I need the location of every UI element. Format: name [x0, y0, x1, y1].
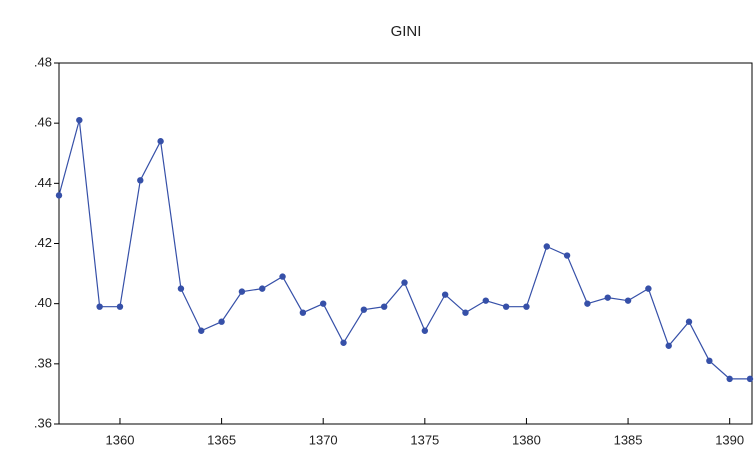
chart-title: GINI	[391, 23, 422, 40]
marker	[462, 309, 469, 316]
marker	[259, 285, 266, 292]
y-tick-label: .46	[34, 115, 52, 130]
x-tick-label: 1370	[309, 432, 338, 447]
marker	[746, 375, 754, 383]
y-tick-label: .42	[34, 235, 52, 250]
y-tick-label: .40	[34, 295, 52, 310]
marker	[157, 138, 164, 145]
marker	[685, 318, 693, 325]
marker	[137, 177, 144, 184]
x-tick-label: 1375	[410, 432, 439, 447]
marker	[279, 273, 286, 280]
x-tick-label: 1380	[512, 432, 541, 447]
marker	[421, 327, 429, 334]
marker	[441, 291, 449, 298]
marker	[96, 303, 103, 310]
line	[58, 120, 750, 380]
x-tick-label: 1385	[614, 432, 643, 447]
marker	[116, 303, 124, 310]
marker	[218, 318, 225, 325]
marker	[624, 297, 632, 304]
marker	[482, 297, 489, 304]
marker	[55, 192, 63, 199]
marker	[76, 116, 83, 124]
marker	[198, 327, 205, 334]
marker	[299, 309, 307, 316]
marker	[360, 306, 368, 313]
marker	[401, 279, 408, 286]
marker	[665, 342, 672, 349]
marker	[563, 252, 571, 259]
y-tick-label: .38	[34, 355, 52, 370]
marker	[645, 285, 652, 292]
marker	[726, 375, 733, 383]
marker	[380, 303, 388, 310]
x-tick-label: 1360	[106, 432, 135, 447]
plot-frame	[58, 62, 753, 425]
y-tick-label: .48	[34, 54, 52, 69]
marker	[706, 357, 713, 365]
marker	[584, 300, 591, 307]
marker	[177, 285, 185, 292]
marker	[238, 288, 246, 295]
marker	[523, 303, 530, 310]
x-tick-label: 1365	[207, 432, 236, 447]
y-tick-label: .36	[34, 415, 52, 430]
marker	[340, 339, 347, 346]
marker	[543, 243, 550, 250]
marker	[604, 294, 611, 301]
y-tick-label: .44	[34, 175, 52, 190]
x-tick-label: 1390	[715, 432, 744, 447]
marker	[320, 300, 327, 307]
marker	[502, 303, 510, 310]
